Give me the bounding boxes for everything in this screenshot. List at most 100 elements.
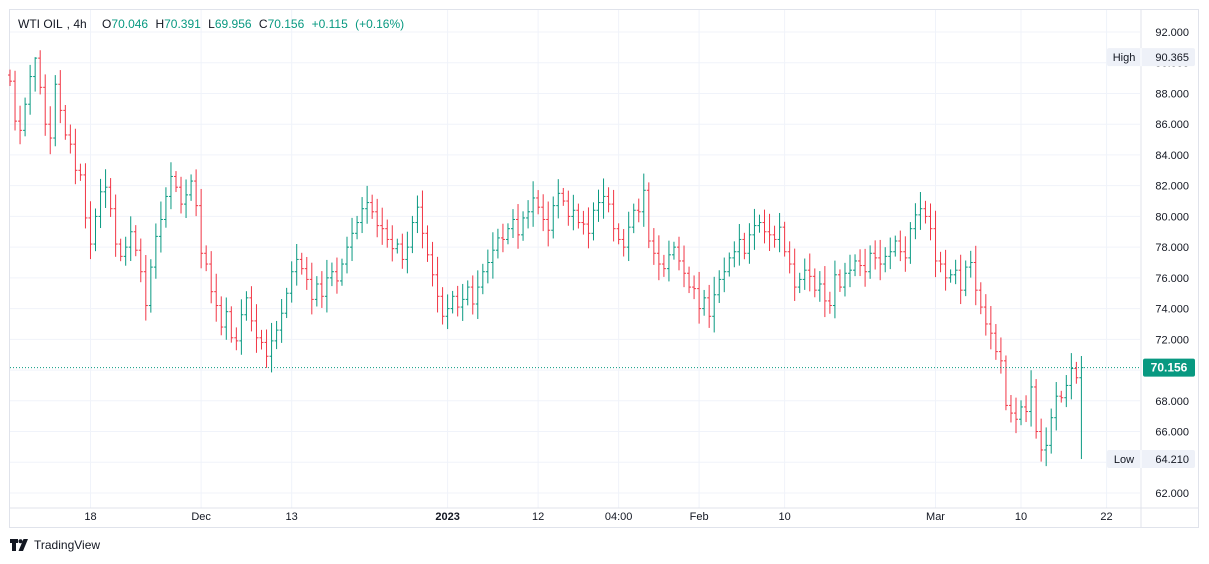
price-labels: 70.156 High 90.365 Low 64.210 (1107, 48, 1195, 469)
ohlc-bar (500, 223, 505, 253)
ohlc-bar (551, 196, 556, 239)
ohlc-bar (123, 236, 128, 266)
high-price-tag (1107, 48, 1195, 67)
ohlc-bar (93, 208, 98, 252)
ohlc-bar (460, 283, 465, 321)
ohlc-bar (339, 258, 344, 286)
legend-change: +0.115 (311, 17, 348, 31)
ohlc-bar (83, 163, 88, 229)
high-price-value: 90.365 (1155, 52, 1189, 64)
ohlc-bar (737, 224, 742, 266)
ohlc-bar (566, 190, 571, 226)
time-tick-label: 22 (1100, 511, 1112, 523)
ohlc-bar (1054, 382, 1059, 431)
price-tick-label: 84.000 (1155, 150, 1189, 162)
ohlc-bar (802, 258, 807, 290)
ohlc-bar (822, 266, 827, 318)
ohlc-bar (827, 291, 832, 314)
ohlc-bar (319, 271, 324, 308)
ohlc-bar (128, 216, 133, 262)
ohlc-bar (38, 50, 43, 95)
legend-high: 70.391 (164, 17, 201, 31)
ohlc-bar (747, 223, 752, 264)
ohlc-bar (219, 296, 224, 336)
ohlc-bar (526, 200, 531, 229)
tradingview-logo[interactable]: TradingView (10, 538, 100, 552)
ohlc-bar (561, 187, 566, 206)
time-tick-label: 04:00 (605, 511, 633, 523)
price-tick-label: 62.000 (1155, 488, 1189, 500)
ohlc-bar (938, 251, 943, 273)
ohlc-bar (465, 280, 470, 306)
ohlc-bar (209, 251, 214, 304)
ohlc-bar (903, 236, 908, 272)
ohlc-bar (702, 289, 707, 316)
price-axis[interactable]: 62.00064.00066.00068.00070.00072.00074.0… (1140, 10, 1189, 527)
ohlc-bar (1064, 375, 1069, 408)
ohlc-bar (807, 253, 812, 292)
legend-low: 69.956 (214, 17, 252, 31)
price-tick-label: 80.000 (1155, 211, 1189, 223)
ohlc-bar (1074, 361, 1079, 384)
chart-frame[interactable] (9, 9, 1199, 528)
ohlc-bar (274, 320, 279, 350)
ohlc-bar (410, 215, 415, 254)
time-axis[interactable]: 18 Dec 13 2023 12 04:00 Feb 10 Mar 10 22 (10, 507, 1199, 523)
ohlc-bar (380, 207, 385, 245)
time-tick-label: 13 (286, 511, 298, 523)
ohlc-bar (108, 178, 113, 217)
ohlc-bar (304, 256, 309, 290)
ohlc-bar (883, 247, 888, 273)
ohlc-bar (360, 197, 365, 234)
ohlc-bar (853, 254, 858, 277)
ohlc-bar (898, 230, 903, 262)
ohlc-bar (958, 254, 963, 305)
price-tick-label: 78.000 (1155, 242, 1189, 254)
ohlc-bar (616, 223, 621, 245)
ohlc-bar (485, 249, 490, 284)
price-tick-label: 86.000 (1155, 119, 1189, 131)
ohlc-bar (445, 294, 450, 330)
ohlc-bar (229, 306, 234, 343)
ohlc-bar (581, 210, 586, 235)
ohlc-bar (641, 173, 646, 227)
ohlc-bar (435, 256, 440, 313)
ohlc-bar (601, 178, 606, 219)
ohlc-bar (893, 235, 898, 257)
current-price-tag (1143, 358, 1195, 377)
ohlc-bar (405, 231, 410, 274)
ohlc-bar (153, 223, 158, 279)
ohlc-bar (284, 287, 289, 319)
ohlc-bar (18, 105, 23, 145)
ohlc-bar (636, 198, 641, 223)
ohlc-bar (707, 284, 712, 328)
ohlc-bar (430, 241, 435, 287)
ohlc-bar (797, 272, 802, 294)
ohlc-bar (757, 214, 762, 233)
ohlc-bar (752, 208, 757, 250)
ohlc-bar (586, 207, 591, 249)
ohlc-bar (400, 233, 405, 269)
legend-symbol[interactable]: WTI OIL, 4h (18, 17, 87, 31)
ohlc-bar (621, 229, 626, 257)
ohlc-bar (717, 270, 722, 304)
ohlc-bar (576, 203, 581, 229)
ohlc-bar (490, 232, 495, 279)
ohlc-bar (1039, 418, 1044, 462)
ohlc-bar (334, 257, 339, 294)
ohlc-bar (908, 222, 913, 264)
ohlc-bar (521, 211, 526, 241)
ohlc-bar (143, 255, 148, 321)
ohlc-bar (375, 198, 380, 238)
ohlc-bar (475, 270, 480, 320)
ohlc-bar (148, 259, 153, 313)
ohlc-bar (415, 195, 420, 234)
ohlc-bar (259, 329, 264, 350)
ohlc-bar (390, 225, 395, 262)
ohlc-bar (516, 204, 521, 249)
ohlc-bar (712, 276, 717, 333)
ohlc-bar (863, 248, 868, 287)
price-tick-label: 82.000 (1155, 181, 1189, 193)
ohlc-bar (1003, 355, 1008, 411)
